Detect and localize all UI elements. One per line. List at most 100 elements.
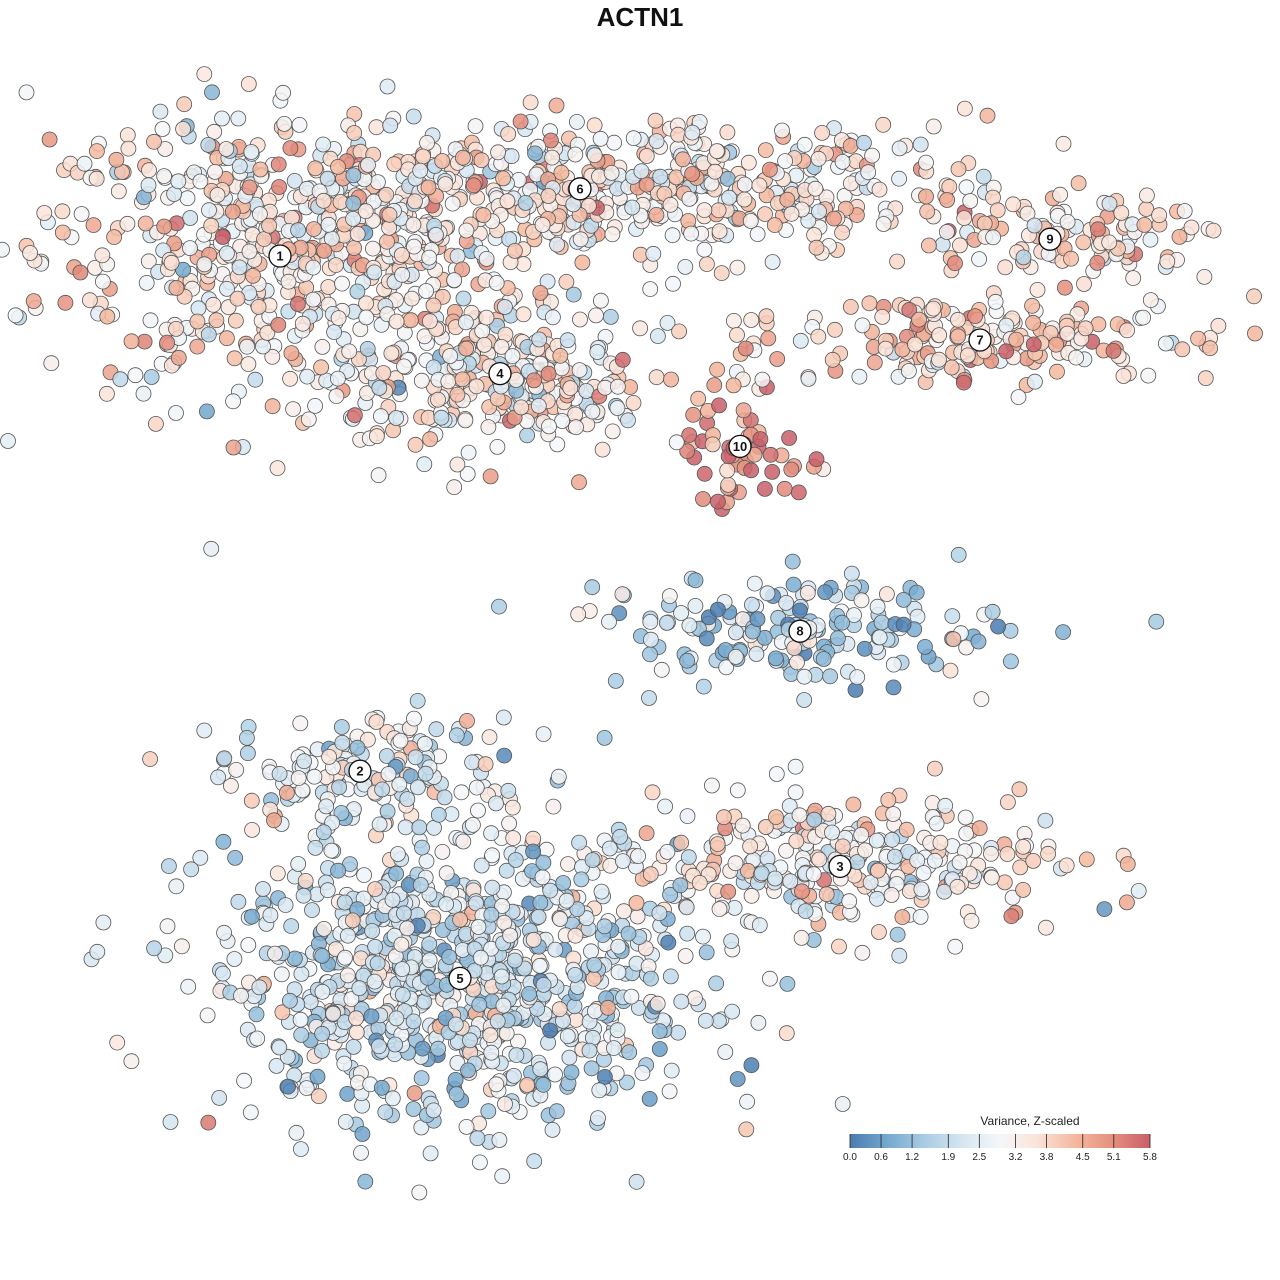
cell-point — [240, 937, 257, 953]
cell-point — [517, 194, 534, 211]
cell-point — [749, 226, 766, 243]
cell-point — [901, 363, 917, 379]
cluster-label-text: 8 — [796, 624, 803, 639]
cluster-label-4: 4 — [488, 361, 512, 386]
cell-point — [494, 1168, 511, 1185]
cell-point — [504, 799, 521, 816]
cell-point — [1119, 322, 1135, 339]
cell-point — [912, 136, 929, 153]
cell-point — [751, 917, 768, 934]
cell-point — [699, 256, 715, 273]
cell-point — [348, 1010, 365, 1027]
cell-point — [1075, 234, 1092, 251]
cell-point — [119, 215, 136, 232]
cell-point — [1068, 349, 1084, 366]
cell-point — [190, 300, 207, 317]
cell-point — [478, 309, 495, 326]
cell-point — [438, 896, 455, 913]
cell-point — [571, 362, 588, 379]
cell-point — [208, 312, 225, 329]
cell-point — [559, 1028, 576, 1045]
cell-point — [604, 423, 621, 440]
cell-point — [620, 925, 637, 942]
cell-point — [534, 869, 551, 886]
cell-point — [1024, 297, 1040, 314]
cell-point — [670, 126, 687, 143]
cell-point — [483, 1044, 500, 1061]
cell-point — [226, 951, 243, 967]
cell-point — [975, 168, 992, 185]
cluster-label-text: 4 — [496, 366, 504, 381]
cell-point — [306, 768, 323, 785]
cell-point — [320, 216, 337, 233]
cell-point — [364, 923, 381, 939]
cell-point — [57, 294, 74, 311]
cell-point — [493, 968, 510, 985]
cell-point — [416, 993, 433, 1010]
cell-point — [369, 174, 386, 191]
cell-point — [649, 995, 666, 1012]
cell-point — [734, 817, 751, 834]
cell-point — [434, 844, 451, 860]
cell-point — [743, 887, 760, 904]
cell-point — [333, 719, 350, 735]
cell-point — [1070, 175, 1087, 192]
cell-point — [0, 241, 10, 258]
cell-point — [681, 617, 698, 634]
cell-point — [476, 336, 493, 353]
cell-point — [379, 233, 395, 250]
cell-point — [483, 906, 500, 923]
cell-point — [1019, 205, 1036, 222]
cell-point — [409, 779, 426, 796]
cell-point — [218, 330, 235, 347]
cell-point — [807, 180, 824, 197]
cell-point — [339, 1086, 356, 1102]
cell-point — [918, 154, 934, 171]
cell-point — [290, 222, 307, 239]
cell-point — [947, 255, 963, 272]
cell-point — [642, 281, 659, 298]
cell-point — [473, 857, 490, 874]
cell-point — [472, 949, 489, 966]
cell-point — [448, 1086, 465, 1102]
cell-point — [292, 1141, 309, 1157]
cell-point — [762, 970, 778, 987]
cell-point — [1052, 186, 1068, 203]
cell-point — [203, 540, 220, 557]
cell-point — [231, 158, 248, 175]
cell-point — [247, 371, 264, 388]
cell-point — [1059, 325, 1076, 342]
cell-point — [987, 293, 1004, 310]
cell-point — [1090, 221, 1106, 238]
cell-point — [1000, 794, 1016, 811]
cell-point — [293, 966, 310, 982]
cell-point — [168, 878, 185, 895]
cell-point — [718, 659, 735, 676]
cell-point — [818, 886, 835, 903]
cell-point — [549, 236, 565, 253]
cell-point — [218, 141, 235, 157]
cell-point — [607, 673, 624, 689]
cell-point — [141, 162, 157, 179]
cell-point — [593, 292, 609, 309]
cell-point — [779, 976, 796, 992]
cell-point — [1205, 222, 1222, 239]
cell-point — [673, 605, 689, 621]
cell-point — [810, 328, 827, 345]
cell-point — [242, 1104, 259, 1121]
cell-point — [393, 936, 410, 953]
cluster-label-9: 9 — [1038, 227, 1062, 251]
cell-point — [280, 273, 297, 290]
cell-point — [334, 275, 350, 292]
cell-point — [267, 945, 283, 962]
cell-point — [411, 819, 428, 836]
cell-point — [806, 811, 823, 828]
cell-point — [316, 921, 332, 937]
cell-point — [503, 148, 520, 165]
cell-point — [298, 1080, 315, 1096]
cluster-label-badge — [828, 854, 852, 879]
cell-point — [880, 792, 897, 808]
cell-point — [138, 274, 155, 291]
cell-point — [766, 217, 783, 234]
cell-point — [851, 368, 868, 385]
